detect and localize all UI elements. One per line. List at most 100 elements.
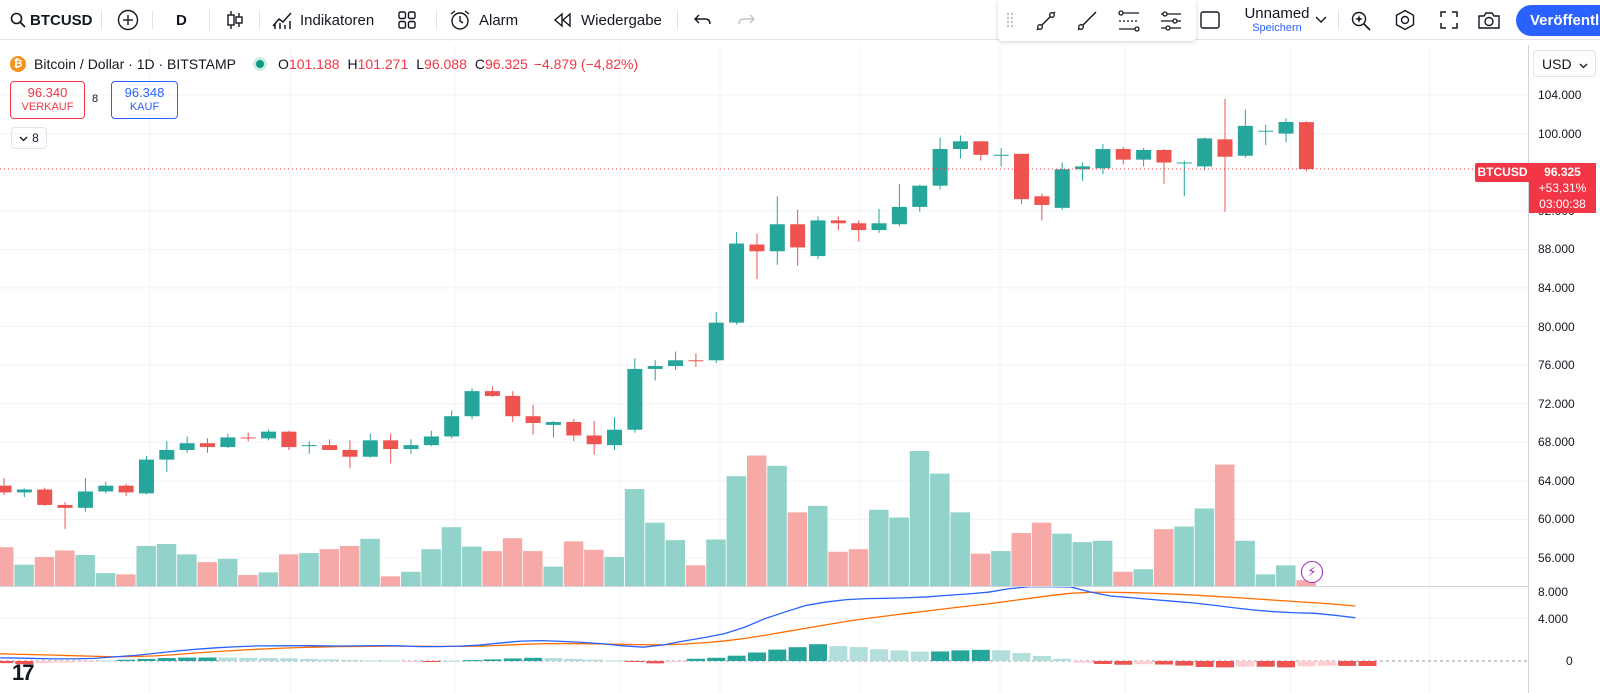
settings-button[interactable] xyxy=(1394,0,1416,40)
plus-circle-icon xyxy=(117,9,139,31)
candle-body xyxy=(586,435,602,445)
volume-bar xyxy=(970,553,991,586)
macd-histogram-bar xyxy=(1216,661,1234,668)
last-price: 96.325 xyxy=(1544,165,1581,179)
pane-separator[interactable] xyxy=(0,586,1528,587)
fullscreen-icon xyxy=(1439,10,1459,30)
chevron-down-icon xyxy=(19,131,28,145)
sell-button[interactable]: 96.340 VERKAUF xyxy=(10,81,85,119)
macd-histogram-bar xyxy=(910,651,929,661)
volume-bar xyxy=(1133,569,1154,586)
candle-body xyxy=(749,244,765,252)
candle-body xyxy=(912,185,928,207)
layout-name-button[interactable]: Unnamed Speichern xyxy=(1237,5,1317,35)
macd-histogram-bar xyxy=(503,658,522,661)
volume-bar xyxy=(116,574,136,586)
macd-histogram-bar xyxy=(666,661,685,662)
volume-bar xyxy=(991,551,1011,586)
macd-histogram-bar xyxy=(1338,661,1357,666)
symbol-search-button[interactable]: BTCUSD xyxy=(10,0,93,40)
volume-bar xyxy=(1276,565,1296,586)
volume-bar xyxy=(624,489,645,586)
quick-search-button[interactable] xyxy=(1350,0,1372,40)
macd-histogram-bar xyxy=(402,661,420,662)
macd-histogram-bar xyxy=(890,650,909,661)
fullscreen-button[interactable] xyxy=(1439,0,1459,40)
volume-bar xyxy=(909,451,930,586)
redo-button[interactable] xyxy=(736,0,756,40)
compare-button[interactable] xyxy=(117,0,139,40)
candles-icon xyxy=(225,9,245,31)
candlesticks xyxy=(0,98,1314,530)
replay-button[interactable]: Wiedergabe xyxy=(553,0,662,40)
macd-histogram-bar xyxy=(1073,661,1092,663)
volume-bar xyxy=(889,517,909,586)
volume-bar xyxy=(1031,522,1052,586)
candle-body xyxy=(993,154,1009,156)
interval-label: D xyxy=(176,11,187,29)
publish-label: Veröffentl xyxy=(1530,12,1600,29)
divider xyxy=(152,10,153,30)
ray-icon[interactable] xyxy=(1074,8,1100,39)
snapshot-button[interactable] xyxy=(1477,0,1501,40)
alarm-button[interactable]: Alarm xyxy=(449,0,518,40)
price-chart[interactable] xyxy=(0,45,1528,693)
candle-body xyxy=(1156,149,1172,163)
volume-bar xyxy=(401,571,421,586)
layouts-button[interactable] xyxy=(397,0,417,40)
buy-button[interactable]: 96.348 KAUF xyxy=(111,81,178,119)
fib-retracement-icon[interactable] xyxy=(1116,8,1142,39)
candle-body xyxy=(952,141,968,150)
macd-histogram-bar xyxy=(117,659,136,661)
macd-histogram-bar xyxy=(1093,661,1112,664)
last-price-box: 96.325 +53,31% 03:00:38 xyxy=(1529,163,1596,213)
high-value: 101.271 xyxy=(357,56,409,72)
candle-body xyxy=(220,437,236,448)
volume-bar xyxy=(685,565,706,586)
publish-button[interactable]: Veröffentl xyxy=(1516,5,1600,36)
indicators-button[interactable]: Indikatoren xyxy=(272,0,374,40)
trend-line-icon[interactable] xyxy=(1033,8,1059,39)
volume-bar xyxy=(787,512,808,586)
volume-bar xyxy=(238,575,258,586)
divider xyxy=(209,10,210,30)
drag-handle-icon[interactable] xyxy=(1006,12,1014,33)
volume-bar xyxy=(584,549,604,586)
symbol-title[interactable]: Bitcoin / Dollar · 1D · BITSTAMP xyxy=(34,56,237,72)
macd-histogram-bar xyxy=(707,657,726,661)
candle-body xyxy=(464,391,480,417)
volume-bar xyxy=(665,540,686,586)
candle-body xyxy=(647,366,663,369)
candle-body xyxy=(973,141,989,155)
macd-histogram-bar xyxy=(788,647,807,661)
macd-histogram-bar xyxy=(381,660,400,662)
macd-histogram-bar xyxy=(76,661,95,662)
macd-histogram-bar xyxy=(585,659,604,661)
market-open-indicator xyxy=(256,60,265,68)
candle-body xyxy=(1034,196,1050,205)
candle-body xyxy=(505,395,521,417)
interval-button[interactable]: D xyxy=(176,0,187,40)
indicators-count: 8 xyxy=(32,131,39,145)
undo-button[interactable] xyxy=(693,0,713,40)
lightning-icon[interactable]: ⚡ xyxy=(1301,561,1323,583)
macd-histogram-bar xyxy=(1032,655,1051,661)
candle-body xyxy=(1095,149,1111,169)
indicators-collapse-button[interactable]: 8 xyxy=(11,127,47,149)
tradingview-logo[interactable]: 17 xyxy=(12,660,35,685)
volume-bar xyxy=(1255,574,1276,586)
volume-bar xyxy=(563,541,584,586)
currency-label: USD xyxy=(1542,55,1572,72)
candle-body xyxy=(729,243,745,323)
macd-histogram-bar xyxy=(239,657,258,661)
parallel-channel-icon[interactable] xyxy=(1158,8,1184,39)
rectangle-tool-button[interactable] xyxy=(1199,0,1221,40)
buy-price: 96.348 xyxy=(124,85,165,100)
chart-type-button[interactable] xyxy=(225,0,245,40)
currency-button[interactable]: USD xyxy=(1533,50,1596,77)
volume-bar xyxy=(1194,508,1215,586)
layout-menu-button[interactable] xyxy=(1315,0,1327,40)
volume-bar xyxy=(0,547,14,586)
volume-bar xyxy=(278,554,299,586)
macd-histogram-bar xyxy=(442,660,461,662)
